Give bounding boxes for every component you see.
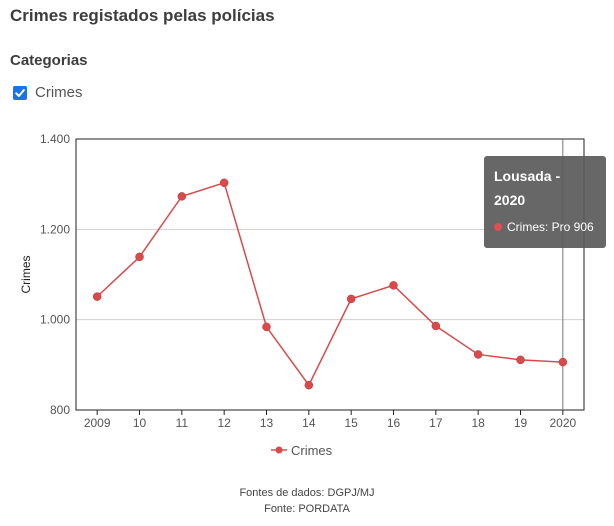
x-tick-label: 11: [176, 416, 189, 430]
y-tick-label: 1.000: [40, 313, 70, 327]
x-tick-label: 18: [471, 416, 485, 430]
categories-heading: Categorias: [10, 52, 88, 69]
data-point: [262, 322, 271, 332]
source-credit: Fonte: PORDATA: [264, 503, 350, 515]
x-tick-label: 14: [302, 416, 316, 430]
legend-label: Crimes: [291, 443, 333, 458]
legend-marker: [275, 446, 283, 454]
category-item-crimes[interactable]: Crimes: [13, 84, 83, 101]
data-point: [389, 281, 398, 290]
tooltip-title-line1: Lousada -: [494, 168, 561, 184]
x-tick-label: 2020: [549, 416, 576, 430]
data-point: [92, 292, 102, 301]
checkmark-icon: [15, 88, 25, 97]
y-tick-label: 800: [50, 403, 70, 417]
data-point: [135, 252, 144, 262]
data-point: [346, 294, 356, 304]
chart-tooltip: Lousada - 2020 Crimes: Pro 906: [484, 156, 606, 248]
x-tick-label: 10: [133, 416, 147, 430]
data-point: [219, 178, 229, 188]
x-tick-label: 13: [260, 416, 274, 430]
x-tick-label: 16: [387, 416, 401, 430]
data-point: [304, 380, 314, 390]
data-source: Fontes de dados: DGPJ/MJ: [239, 487, 375, 499]
data-point: [431, 321, 441, 331]
data-point: [473, 350, 483, 359]
category-label: Crimes: [35, 84, 83, 101]
crimes-checkbox[interactable]: [13, 85, 27, 100]
tooltip-series-dot: [494, 223, 502, 231]
data-point: [177, 192, 187, 201]
data-point: [516, 355, 525, 365]
y-tick-label: 1.400: [40, 132, 70, 146]
plot-frame: [75, 138, 585, 411]
x-tick-label: 2009: [84, 416, 111, 430]
y-axis-label: Crimes: [19, 256, 33, 294]
tooltip-title-line2: 2020: [494, 192, 526, 208]
y-tick-label: 1.200: [40, 222, 70, 236]
page-title: Crimes registados pelas polícias: [10, 6, 275, 25]
x-tick-label: 17: [429, 416, 443, 430]
line-chart: 800 1.000 1.200 1.400 2009 10 11 12 13 14 15 16 17 18…: [19, 132, 585, 458]
x-tick-label: 12: [217, 416, 231, 430]
data-point: [558, 357, 568, 367]
x-tick-label: 19: [514, 416, 528, 430]
series-line-crimes: [96, 181, 563, 387]
tooltip-series-value: Crimes: Pro 906: [507, 220, 594, 234]
x-tick-label: 15: [344, 416, 358, 430]
